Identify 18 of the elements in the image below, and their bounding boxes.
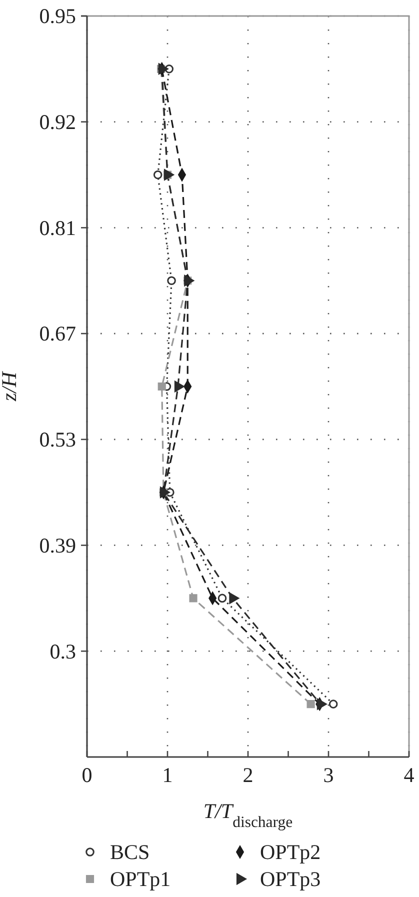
legend-label: OPTp2: [260, 840, 321, 864]
y-tick-label: 0.67: [39, 322, 76, 346]
y-tick-label: 0.53: [39, 428, 76, 452]
x-axis-title: T/T$_{discharge}$: [203, 799, 293, 830]
x-tick-label: 2: [242, 762, 254, 787]
y-tick-label: 0.39: [39, 533, 76, 558]
y-tick-label: 0.92: [39, 110, 76, 134]
legend-label: BCS: [110, 840, 150, 864]
x-tick-label: 0: [82, 762, 92, 787]
y-tick-label: 0.95: [39, 4, 76, 28]
legend-label: OPTp3: [260, 867, 321, 891]
y-tick-label: 0.3: [50, 639, 76, 664]
y-axis-title: z/H: [0, 370, 21, 402]
legend-label: OPTp1: [110, 867, 171, 891]
x-tick-label: 4: [404, 762, 415, 787]
x-tick-label: 3: [323, 762, 334, 787]
y-tick-label: 0.81: [39, 216, 76, 240]
x-tick-label: 1: [162, 762, 173, 787]
